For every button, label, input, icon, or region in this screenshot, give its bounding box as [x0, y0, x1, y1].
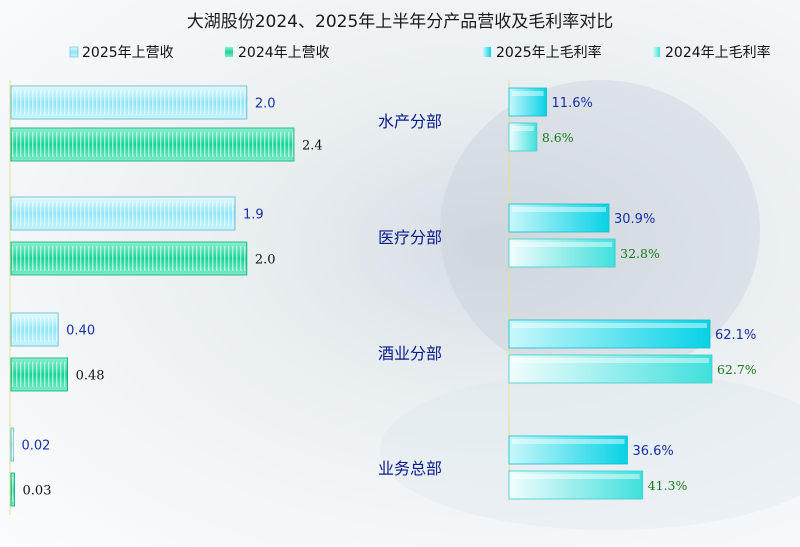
revenue-label-2024-1: 2.0 [255, 253, 276, 268]
margin-label-2025-3: 36.6% [632, 444, 673, 459]
margin-label-2025-0: 11.6% [552, 96, 593, 111]
margin-bar-sheen-2025-1 [512, 207, 607, 212]
margin-bar-2024-3 [508, 470, 644, 500]
revenue-bar-texture-2025-3 [11, 432, 14, 457]
margin-bar-2025-0 [508, 87, 547, 117]
margin-bars: 11.6% 30.9% 62.1% 36.6% 8.6% 32.8% 62.7% 41.3% [508, 87, 757, 500]
margin-label-2024-0: 8.6% [542, 130, 574, 145]
revenue-bar-texture-2025-2 [11, 317, 59, 342]
legend-swatch-2024-revenue [225, 47, 233, 57]
category-label-aquatic: 水产分部 [378, 112, 442, 131]
margin-label-2024-3: 41.3% [648, 478, 688, 493]
margin-bar-sheen-2025-3 [512, 439, 625, 444]
legend-swatch-2025-revenue [69, 46, 79, 58]
margin-bar-sheen-2024-2 [512, 358, 709, 363]
chart-title: 大湖股份2024、2025年上半年分产品营收及毛利率对比 [187, 12, 614, 32]
category-label-headquarters: 业务总部 [378, 459, 442, 478]
revenue-label-2025-2: 0.40 [66, 324, 95, 339]
revenue-bar-texture-2024-2 [11, 362, 68, 387]
revenue-label-2024-3: 0.03 [23, 484, 52, 499]
legend-swatch-2024-margin [652, 47, 660, 57]
margin-bar-sheen-2024-1 [512, 242, 613, 247]
legend-label-2024-margin: 2024年上毛利率 [665, 44, 771, 61]
revenue-bar-texture-2024-0 [11, 132, 294, 157]
legend-swatch-2025-margin [483, 47, 491, 57]
category-label-medical: 医疗分部 [378, 228, 442, 247]
revenue-bar-texture-2024-1 [11, 246, 247, 271]
margin-label-2024-1: 32.8% [620, 246, 660, 261]
margin-bar-sheen-2024-0 [512, 126, 534, 131]
revenue-label-2025-0: 2.0 [255, 97, 276, 112]
category-label-liquor: 酒业分部 [378, 344, 442, 363]
legend-label-2025-margin: 2025年上毛利率 [496, 44, 602, 61]
margin-bar-sheen-2025-0 [512, 91, 544, 96]
legend-label-2024-revenue: 2024年上营收 [238, 45, 330, 61]
margin-bar-2025-1 [508, 203, 610, 233]
margin-label-2025-1: 30.9% [614, 212, 655, 227]
legend: 2025年上营收 2024年上营收 2025年上毛利率 2024年上毛利率 [69, 44, 771, 61]
revenue-label-2024-0: 2.4 [302, 139, 323, 154]
margin-bar-2024-1 [508, 238, 616, 268]
margin-label-2025-2: 62.1% [715, 328, 756, 343]
margin-bar-sheen-2025-2 [512, 323, 707, 328]
margin-bar-sheen-2024-3 [512, 474, 640, 479]
revenue-bar-texture-2024-3 [11, 477, 15, 502]
revenue-label-2025-1: 1.9 [243, 208, 264, 223]
legend-label-2025-revenue: 2025年上营收 [82, 45, 174, 61]
margin-label-2024-2: 62.7% [717, 362, 757, 377]
margin-bar-2025-2 [508, 319, 711, 349]
revenue-label-2025-3: 0.02 [22, 439, 51, 454]
margin-bar-2025-3 [508, 435, 628, 465]
revenue-bars: 2.0 1.9 0.40 0.02 2.4 2.0 0.48 0.03 [10, 85, 323, 507]
revenue-bar-texture-2025-1 [11, 201, 236, 226]
revenue-label-2024-2: 0.48 [76, 369, 105, 384]
margin-bar-2024-2 [508, 354, 713, 384]
revenue-bar-texture-2025-0 [11, 90, 247, 115]
margin-bar-2024-0 [508, 122, 538, 152]
